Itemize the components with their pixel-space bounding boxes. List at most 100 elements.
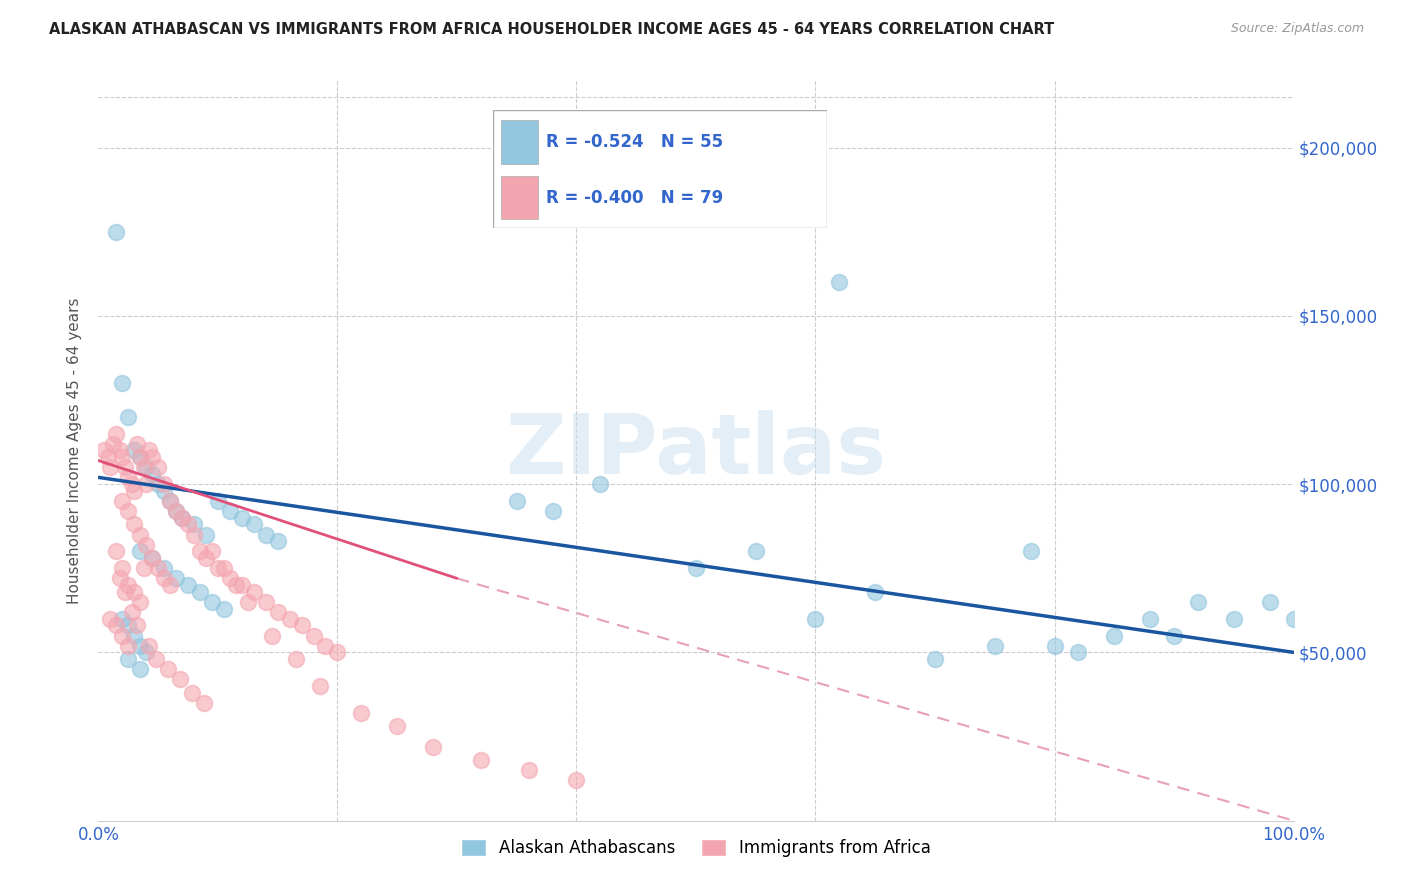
Point [108, 443, 131, 458]
Point [804, 612, 827, 626]
Text: Source: ZipAtlas.com: Source: ZipAtlas.com [1230, 22, 1364, 36]
Point [148, 477, 170, 491]
Point [141, 551, 163, 566]
Point [129, 527, 152, 541]
Point [117, 652, 139, 666]
Point [121, 605, 143, 619]
Point [135, 460, 157, 475]
Point [183, 527, 205, 541]
Point [212, 561, 235, 575]
Point [1187, 595, 1209, 609]
Point [111, 494, 134, 508]
Point [98, 460, 122, 475]
Point [117, 409, 139, 424]
Point [138, 443, 160, 458]
Point [125, 436, 148, 450]
Point [117, 504, 139, 518]
Point [219, 504, 242, 518]
Point [231, 510, 253, 524]
Point [111, 561, 134, 575]
Point [177, 517, 200, 532]
Point [105, 225, 128, 239]
Point [159, 578, 181, 592]
Point [422, 739, 444, 754]
Point [159, 494, 181, 508]
Point [225, 578, 247, 592]
Point [125, 618, 148, 632]
Point [141, 450, 163, 465]
Point [145, 652, 167, 666]
Point [117, 618, 139, 632]
Point [326, 645, 349, 659]
Point [169, 673, 191, 687]
Point [308, 679, 330, 693]
Y-axis label: Householder Income Ages 45 - 64 years: Householder Income Ages 45 - 64 years [67, 297, 83, 604]
Point [1258, 595, 1281, 609]
Point [207, 494, 229, 508]
Point [470, 753, 492, 767]
Point [129, 544, 152, 558]
Point [129, 450, 152, 465]
Point [267, 534, 290, 549]
Point [153, 483, 176, 498]
Point [195, 527, 218, 541]
Point [1043, 639, 1066, 653]
Point [148, 460, 170, 475]
Point [236, 595, 259, 609]
Point [124, 628, 146, 642]
Point [138, 639, 160, 653]
Point [135, 477, 157, 491]
Legend: Alaskan Athabascans, Immigrants from Africa: Alaskan Athabascans, Immigrants from Afr… [454, 832, 938, 864]
Point [111, 612, 134, 626]
Point [129, 450, 152, 465]
Point [148, 561, 170, 575]
Text: ZIPatlas: ZIPatlas [506, 410, 886, 491]
Point [129, 639, 152, 653]
Point [193, 696, 215, 710]
Point [93, 443, 115, 458]
Point [121, 477, 143, 491]
Point [254, 527, 277, 541]
Point [117, 470, 139, 484]
Point [165, 504, 187, 518]
Point [828, 275, 851, 289]
Point [207, 561, 229, 575]
Point [111, 628, 134, 642]
Point [114, 460, 136, 475]
Point [124, 443, 146, 458]
Point [153, 571, 176, 585]
Point [260, 628, 283, 642]
Point [111, 450, 134, 465]
Point [153, 477, 176, 491]
Point [506, 494, 529, 508]
Point [924, 652, 946, 666]
Point [180, 686, 202, 700]
Point [98, 612, 122, 626]
Point [132, 561, 155, 575]
Point [117, 578, 139, 592]
Point [267, 605, 290, 619]
Point [565, 773, 588, 788]
Point [183, 517, 205, 532]
Point [254, 595, 277, 609]
Point [124, 517, 146, 532]
Point [114, 584, 136, 599]
Point [97, 450, 120, 465]
Point [1067, 645, 1090, 659]
Point [315, 639, 337, 653]
Point [177, 578, 200, 592]
Point [1019, 544, 1042, 558]
Point [124, 483, 146, 498]
Point [517, 763, 540, 777]
Point [201, 544, 224, 558]
Point [984, 639, 1007, 653]
Point [172, 510, 194, 524]
Point [219, 571, 242, 585]
Point [129, 595, 152, 609]
Point [278, 612, 301, 626]
Point [153, 561, 176, 575]
Point [105, 544, 128, 558]
Point [101, 436, 124, 450]
Point [105, 426, 128, 441]
Point [132, 460, 155, 475]
